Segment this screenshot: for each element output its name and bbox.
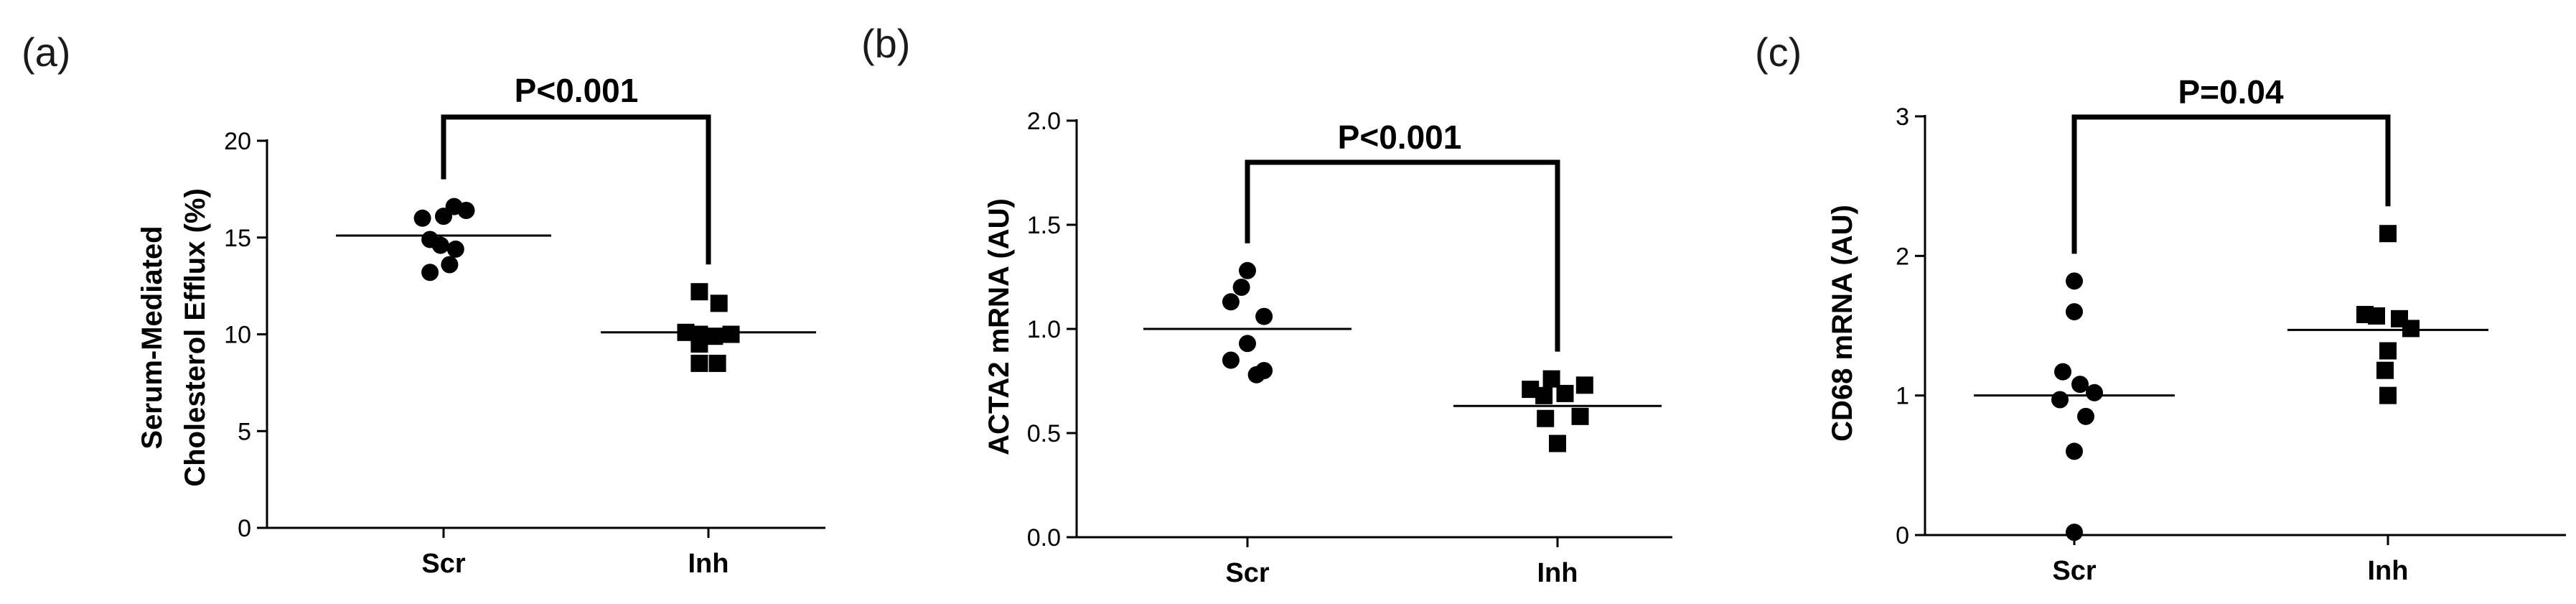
panel-c-label: (c) bbox=[1755, 29, 1802, 75]
panel-a-inh-point bbox=[722, 325, 740, 343]
panel-a: (a) Serum-Mediated Cholesterol Efflux (%… bbox=[22, 29, 825, 579]
panel-c-scr-point bbox=[2051, 391, 2069, 409]
panel-c-scr-point bbox=[2054, 363, 2071, 381]
panel-a-scr-point bbox=[446, 240, 464, 258]
panel-b-p-value: P<0.001 bbox=[1338, 119, 1462, 156]
panel-a-inh-point bbox=[708, 354, 726, 372]
panel-c-scr-point bbox=[2086, 384, 2103, 401]
panel-b: (b) ACTA2 mRNA (AU) 0.0 0.5 1.0 1.5 2.0 … bbox=[861, 21, 1672, 588]
panel-a-ytick-0: 0 bbox=[238, 515, 251, 542]
panel-b-scr-point bbox=[1222, 293, 1240, 311]
panel-b-ytick-3: 1.5 bbox=[1027, 212, 1061, 239]
panel-c-category-inh: Inh bbox=[2368, 556, 2409, 586]
panel-b-label: (b) bbox=[861, 21, 910, 66]
panel-c-scr-point bbox=[2066, 272, 2083, 290]
panel-a-inh-point bbox=[710, 294, 728, 312]
panel-b-scr-point bbox=[1222, 351, 1240, 369]
panel-b-inh-point bbox=[1575, 376, 1593, 394]
panel-a-ylabel-line1: Serum-Mediated bbox=[136, 226, 168, 449]
panel-a-ytick-2: 10 bbox=[224, 322, 251, 349]
panel-c-inh-point bbox=[2379, 342, 2397, 360]
panel-b-scr-point bbox=[1239, 335, 1256, 353]
panel-b-inh-point bbox=[1537, 409, 1555, 427]
panel-a-scr-point bbox=[431, 236, 449, 254]
panel-a-scr-point bbox=[457, 202, 475, 220]
panel-b-scr-point bbox=[1232, 279, 1250, 296]
panel-b-ylabel: ACTA2 mRNA (AU) bbox=[983, 198, 1015, 455]
panel-c-scr-point bbox=[2077, 407, 2094, 425]
panel-b-ytick-4: 2.0 bbox=[1027, 108, 1061, 135]
panel-b-inh-point bbox=[1535, 386, 1553, 404]
panel-b-inh-point bbox=[1571, 407, 1589, 425]
panel-c-ytick-1: 1 bbox=[1896, 383, 1909, 410]
panel-b-category-scr: Scr bbox=[1225, 558, 1269, 588]
panel-c-significance-bracket bbox=[2071, 114, 2391, 254]
panel-b-inh-point bbox=[1549, 435, 1566, 452]
panel-c-ytick-3: 3 bbox=[1896, 103, 1909, 131]
panel-b-inh-point bbox=[1556, 384, 1574, 402]
panel-a-significance-bracket bbox=[441, 114, 711, 265]
panel-c-scr-point bbox=[2066, 442, 2083, 460]
panel-c: (c) CD68 mRNA (AU) 0 1 2 3 Scr Inh P=0.0… bbox=[1755, 29, 2566, 586]
panel-a-ytick-1: 5 bbox=[238, 418, 251, 445]
panel-b-scr-point bbox=[1239, 261, 1256, 279]
panel-c-scr-point bbox=[2066, 524, 2083, 542]
panel-c-inh-point bbox=[2376, 361, 2394, 379]
panel-c-scr-point bbox=[2071, 376, 2089, 394]
panel-c-p-value: P=0.04 bbox=[2178, 73, 2283, 111]
panel-b-category-inh: Inh bbox=[1537, 558, 1578, 588]
panel-b-ytick-2: 1.0 bbox=[1027, 316, 1061, 343]
panel-b-scr-point bbox=[1255, 307, 1273, 325]
panel-a-category-scr: Scr bbox=[421, 549, 465, 579]
panel-c-scr-point bbox=[2066, 303, 2083, 321]
panel-a-inh-point bbox=[690, 335, 708, 353]
panel-b-inh-point bbox=[1542, 370, 1560, 388]
panel-c-ytick-0: 0 bbox=[1896, 522, 1909, 549]
panel-c-inh-point bbox=[2368, 307, 2385, 325]
panel-c-inh-point bbox=[2402, 320, 2420, 338]
panel-a-inh-point bbox=[706, 327, 723, 345]
panel-c-ylabel: CD68 mRNA (AU) bbox=[1827, 205, 1858, 442]
panel-a-scr-point bbox=[413, 209, 431, 227]
panel-c-ytick-2: 2 bbox=[1896, 243, 1909, 270]
panel-a-scr-point bbox=[421, 264, 439, 282]
panel-a-inh-point bbox=[690, 354, 708, 372]
panel-a-p-value: P<0.001 bbox=[515, 72, 639, 109]
panel-a-ylabel-line2: Cholesterol Efflux (%) bbox=[179, 188, 211, 487]
panel-a-scr-point bbox=[441, 256, 459, 274]
panel-b-ytick-0: 0.0 bbox=[1027, 524, 1061, 552]
panel-a-inh-point bbox=[690, 283, 708, 301]
panel-b-scr-point bbox=[1247, 366, 1265, 384]
panel-a-ytick-3: 15 bbox=[224, 225, 251, 252]
panel-c-inh-point bbox=[2379, 386, 2397, 404]
panel-b-ytick-1: 0.5 bbox=[1027, 420, 1061, 447]
panel-c-inh-point bbox=[2379, 225, 2397, 243]
panel-c-category-scr: Scr bbox=[2052, 556, 2096, 586]
panel-b-significance-bracket bbox=[1245, 159, 1560, 352]
panel-a-ytick-4: 20 bbox=[224, 128, 251, 155]
panel-a-category-inh: Inh bbox=[688, 549, 729, 579]
panel-a-label: (a) bbox=[22, 29, 70, 75]
